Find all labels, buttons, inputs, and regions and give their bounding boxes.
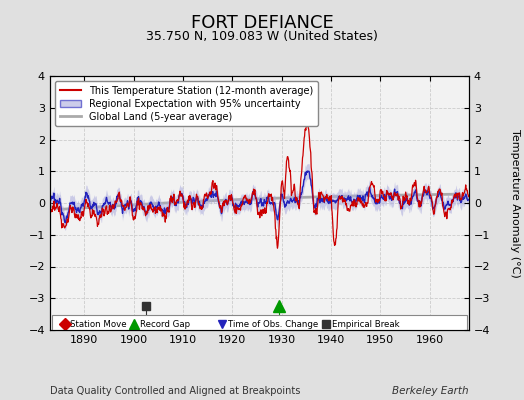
Legend: This Temperature Station (12-month average), Regional Expectation with 95% uncer: This Temperature Station (12-month avera… [54,81,318,126]
Text: Data Quality Controlled and Aligned at Breakpoints: Data Quality Controlled and Aligned at B… [50,386,300,396]
Text: 35.750 N, 109.083 W (United States): 35.750 N, 109.083 W (United States) [146,30,378,43]
Text: Station Move: Station Move [71,320,127,329]
Text: Berkeley Earth: Berkeley Earth [392,386,469,396]
Text: Time of Obs. Change: Time of Obs. Change [228,320,319,329]
Text: Record Gap: Record Gap [139,320,190,329]
Text: FORT DEFIANCE: FORT DEFIANCE [191,14,333,32]
Text: Empirical Break: Empirical Break [332,320,399,329]
Y-axis label: Temperature Anomaly (°C): Temperature Anomaly (°C) [510,129,520,277]
Bar [52,315,466,330]
